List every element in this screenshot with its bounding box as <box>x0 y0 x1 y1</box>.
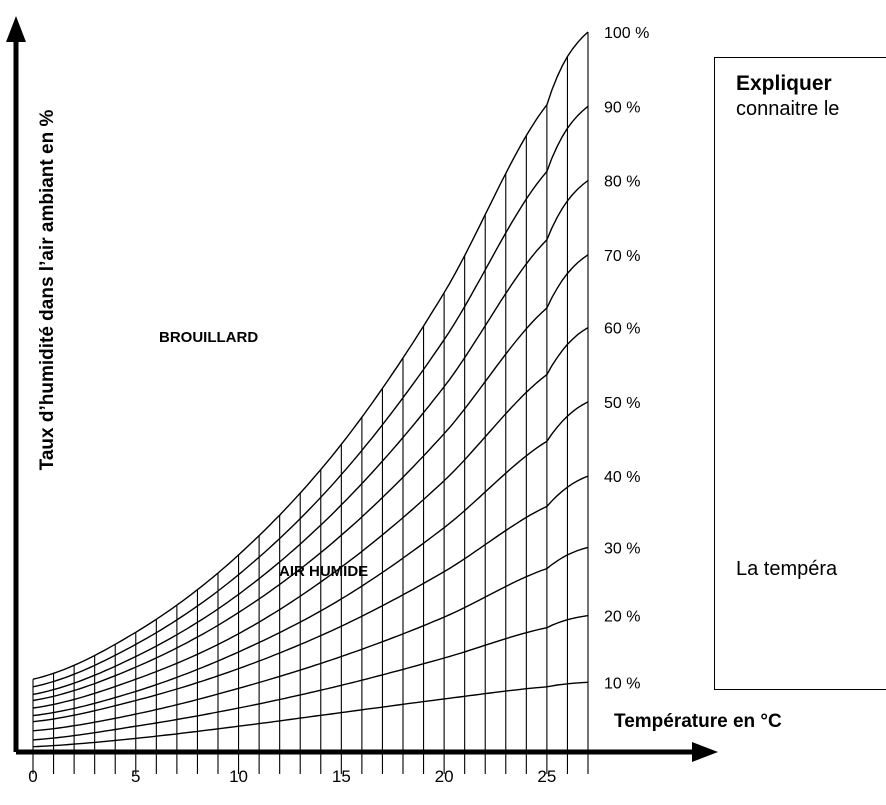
x-axis-title: Température en °C <box>614 711 782 732</box>
curve-label: 60 % <box>604 321 640 338</box>
zone-label-air-humide: AIR HUMIDE <box>279 563 368 580</box>
humidity-curve <box>32 546 589 732</box>
curve-label: 10 % <box>604 675 640 692</box>
question-box: Expliquer connaitre le La tempéra <box>714 57 886 690</box>
curve-label: 30 % <box>604 540 640 557</box>
curve-label: 90 % <box>604 99 640 116</box>
humidity-curve <box>32 179 589 696</box>
curve-label: 100 % <box>604 25 649 42</box>
curve-label: 40 % <box>604 469 640 486</box>
y-axis-arrow <box>6 16 26 42</box>
question-text: connaitre le <box>736 98 840 120</box>
humidity-curve <box>32 401 589 717</box>
humidity-curve <box>32 327 589 709</box>
x-tick-label: 15 <box>332 767 351 786</box>
question-heading: Expliquer <box>736 72 832 95</box>
x-tick-label: 5 <box>131 767 140 786</box>
x-axis-ticks: 0 5 10 15 20 25 <box>28 767 556 786</box>
curve-label: 80 % <box>604 174 640 191</box>
x-axis-arrow <box>692 742 718 762</box>
y-axis-title: Taux d’humidité dans l’air ambiant en % <box>37 110 58 471</box>
curve-label: 70 % <box>604 248 640 265</box>
humidity-curve <box>32 681 589 748</box>
humidity-curve <box>32 31 589 680</box>
answer-text: La tempéra <box>736 558 838 580</box>
curve-label: 50 % <box>604 395 640 412</box>
curve-label: 20 % <box>604 609 640 626</box>
humidity-curve <box>32 614 589 741</box>
humidity-curve <box>32 254 589 702</box>
zone-label-brouillard: BROUILLARD <box>159 329 258 346</box>
x-tick-label: 25 <box>537 767 556 786</box>
x-tick-label: 20 <box>435 767 454 786</box>
curve-labels: 10 % 20 % 30 % 40 % 50 % 60 % 70 % 80 % 90 % 100 … <box>604 25 649 692</box>
humidity-curve <box>32 105 589 688</box>
x-tick-label: 10 <box>229 767 248 786</box>
humidity-curves <box>32 31 589 748</box>
x-tick-label: 0 <box>28 767 37 786</box>
vertical-grid <box>32 32 589 774</box>
humidity-curve <box>32 475 589 723</box>
